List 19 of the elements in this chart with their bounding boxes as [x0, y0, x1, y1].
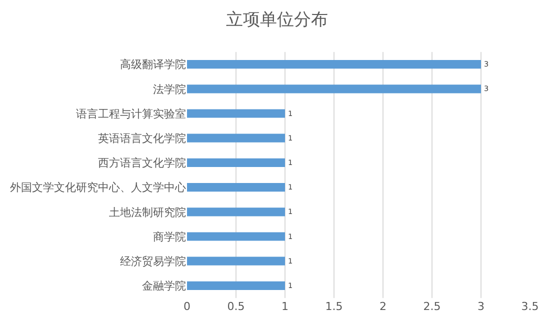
x-tick-label: 1.5 — [325, 300, 343, 313]
y-tick-label: 商学院 — [153, 230, 186, 244]
x-tick-label: 3 — [478, 300, 484, 313]
y-tick-label: 英语语言文化学院 — [98, 132, 186, 145]
y-tick-label: 经济贸易学院 — [120, 254, 186, 268]
x-tick-label: 2 — [380, 300, 386, 313]
y-tick-label: 法学院 — [153, 82, 186, 96]
x-tick-label: 0 — [184, 300, 190, 313]
y-tick-label: 金融学院 — [142, 280, 186, 293]
y-tick-label: 西方语言文化学院 — [98, 156, 186, 170]
y-tick-label: 土地法制研究院 — [109, 206, 186, 219]
x-tick-label: 3.5 — [521, 300, 539, 313]
chart-title: 立项单位分布 — [226, 10, 328, 30]
y-tick-label: 高级翻译学院 — [120, 58, 186, 72]
y-tick-label: 语言工程与计算实验室 — [76, 107, 186, 120]
x-tick-label: 1 — [282, 300, 288, 313]
x-tick-label: 0.5 — [227, 300, 245, 313]
x-tick-label: 2.5 — [423, 300, 441, 313]
y-tick-label: 外国文学文化研究中心、人文学中心 — [10, 181, 186, 194]
